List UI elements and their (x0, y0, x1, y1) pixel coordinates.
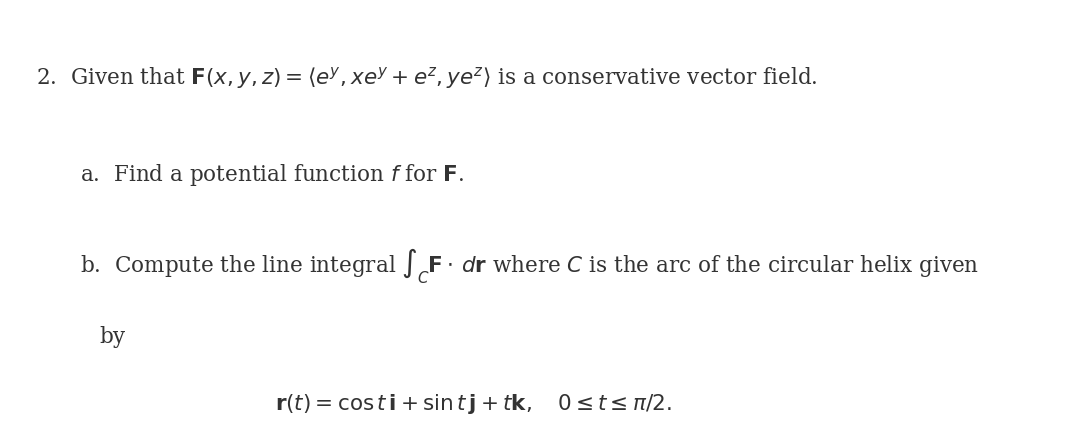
Text: b.  Compute the line integral $\int_C \mathbf{F} \cdot \, d\mathbf{r}$ where $C$: b. Compute the line integral $\int_C \ma… (81, 246, 980, 286)
Text: $\mathbf{r}(t) = \cos t\,\mathbf{i} + \sin t\,\mathbf{j} + t\mathbf{k}, \quad 0 : $\mathbf{r}(t) = \cos t\,\mathbf{i} + \s… (275, 392, 672, 416)
Text: a.  Find a potential function $f$ for $\mathbf{F}$.: a. Find a potential function $f$ for $\m… (81, 162, 464, 188)
Text: by: by (99, 326, 125, 348)
Text: 2.  Given that $\mathbf{F}(x, y, z) = \langle e^y, xe^y + e^z, ye^z \rangle$ is : 2. Given that $\mathbf{F}(x, y, z) = \la… (36, 65, 818, 91)
